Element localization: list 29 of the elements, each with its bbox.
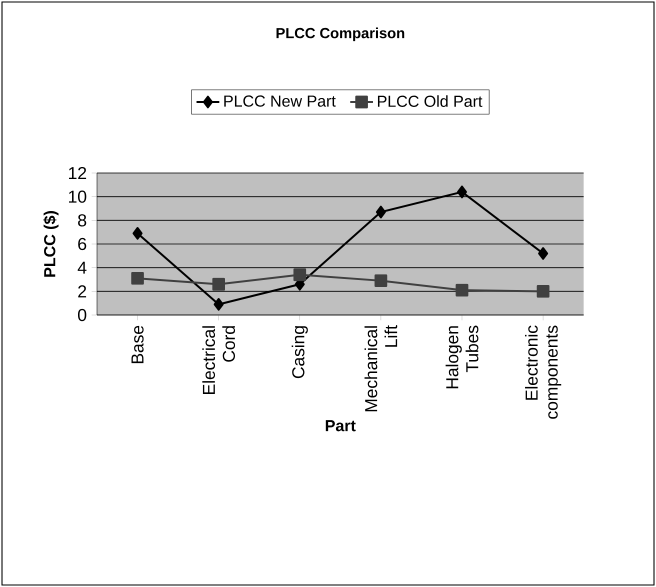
point xyxy=(212,278,225,291)
point xyxy=(456,186,467,198)
point xyxy=(538,247,548,260)
point xyxy=(131,272,144,285)
x-axis-title: Part xyxy=(326,420,356,432)
x-tick-label: Base xyxy=(132,326,144,364)
y-tick-label: 6 xyxy=(78,238,86,250)
y-axis-title: PLCC ($) xyxy=(43,211,59,277)
y-tick-label: 8 xyxy=(78,214,86,226)
legend-label: PLCC Old Part xyxy=(378,95,482,107)
legend-label: PLCC New Part xyxy=(224,95,336,107)
y-tick-label: 4 xyxy=(78,262,86,274)
x-tick-label: Electrical Cord xyxy=(202,326,236,394)
y-tick-label: 12 xyxy=(68,166,86,180)
point xyxy=(132,227,143,240)
x-tick-label: Casing xyxy=(292,326,308,378)
x-tick-label: Electronic components xyxy=(525,326,562,419)
x-tick-label: Mechanical Lift xyxy=(364,325,398,412)
chart-title: PLCC Comparison xyxy=(276,28,404,42)
y-tick-label: 10 xyxy=(68,190,86,203)
point xyxy=(456,284,468,296)
y-tick-label: 0 xyxy=(78,308,86,322)
y-tick-label: 2 xyxy=(78,285,86,298)
point xyxy=(536,285,550,298)
point xyxy=(214,298,224,311)
point xyxy=(293,268,306,282)
x-tick-label: Halogen Tubes xyxy=(446,326,478,388)
point xyxy=(374,274,388,288)
point xyxy=(376,206,386,218)
